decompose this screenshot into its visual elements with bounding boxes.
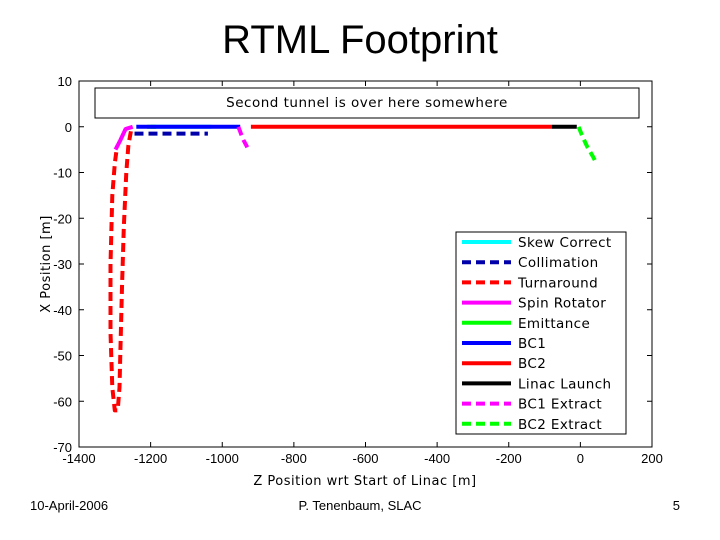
legend-label-bc1-extract: BC1 Extract [518,397,602,413]
x-tick-label: -400 [424,451,450,466]
y-tick-label: -30 [53,257,72,272]
legend-label-spin-rotator: Spin Rotator [518,296,606,312]
y-tick-label: -10 [53,166,72,181]
y-tick-label: 0 [65,120,72,135]
series-group [108,124,599,413]
annotation-text: Second tunnel is over here somewhere [226,95,508,111]
y-tick-label: -20 [53,211,72,226]
y-tick-label: -60 [53,394,72,409]
legend-box [455,231,627,435]
legend-label-bc2-extract: BC2 Extract [518,417,602,433]
y-tick-label: -70 [53,440,72,455]
footer-page-number: 5 [672,498,680,513]
legend-label-emittance: Emittance [518,316,590,332]
legend-label-collimation: Collimation [518,255,599,271]
x-axis-label: Z Position wrt Start of Linac [m] [253,474,476,489]
x-tick-label: -1400 [62,451,95,466]
x-tick-label: 200 [641,451,663,466]
slide-title: RTML Footprint [222,18,498,62]
series-line-bc2-extract [576,126,599,165]
series-line-turnaround [108,130,133,413]
legend: Skew Correct Collimation Turnaround Spin Ro… [455,231,627,435]
x-tick-label: 0 [577,451,584,466]
y-tick-label: 10 [58,74,72,89]
x-tick-label: -600 [352,451,378,466]
annotation-box [94,87,640,119]
footer-date: 10-April-2006 [30,498,109,513]
x-tick-label: -200 [496,451,522,466]
x-tick-label: -1000 [206,451,239,466]
x-tick-label: -800 [281,451,307,466]
legend-label-linac-launch: Linac Launch [518,376,612,392]
legend-label-bc1: BC1 [518,336,546,352]
series-line-bc1-extract [236,126,250,149]
legend-label-skew-correct: Skew Correct [518,235,612,251]
annotation-group: Second tunnel is over here somewhere [94,87,640,119]
y-tick-label: -40 [53,303,72,318]
x-tick-label: -1200 [134,451,167,466]
series-line-spin-rotator [113,124,134,151]
y-tick-label: -50 [53,349,72,364]
legend-label-turnaround: Turnaround [517,275,598,291]
chart-axes: -1400 -1200 -1000 -800 -600 -400 -200 0 200 10 0 -1… [53,74,663,466]
legend-label-bc2: BC2 [518,356,546,372]
y-axis-label: X Position [m] [39,215,54,313]
footer-author: P. Tenenbaum, SLAC [298,498,422,513]
